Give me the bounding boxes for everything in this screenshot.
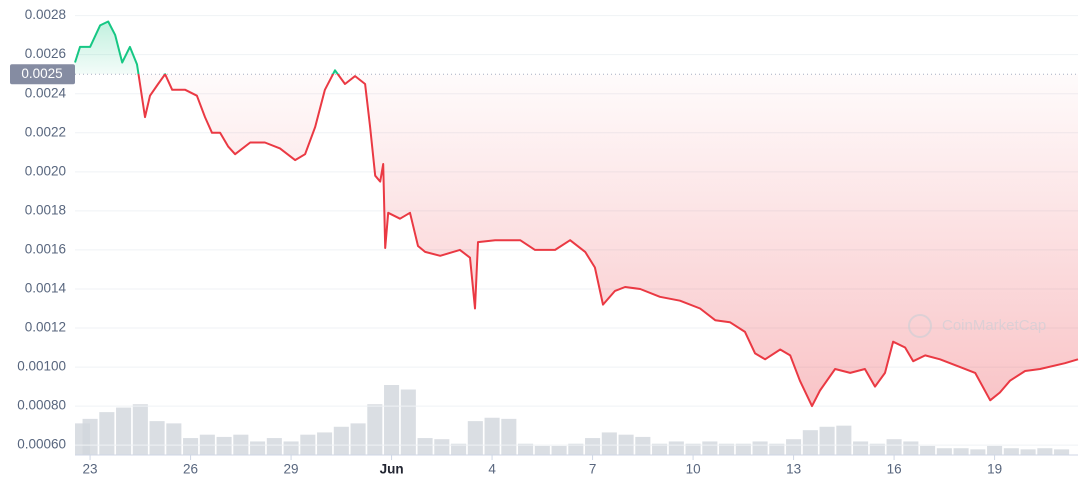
y-tick-label: 0.0026 <box>25 46 66 61</box>
x-tick-label: 13 <box>786 462 801 477</box>
volume-bar <box>99 412 115 455</box>
volume-bar <box>1054 449 1070 455</box>
volume-bar <box>903 441 919 455</box>
volume-bar <box>869 443 885 455</box>
volume-bar <box>183 438 199 455</box>
volume-bar <box>132 404 148 455</box>
watermark: CoinMarketCap <box>942 317 1046 334</box>
volume-bar <box>384 385 400 455</box>
volume-bar <box>802 430 818 455</box>
x-tick-label: 10 <box>686 462 701 477</box>
volume-bar <box>585 438 601 455</box>
volume-bar <box>116 407 132 455</box>
volume-bar <box>853 441 869 455</box>
axes-layer: 0.0028 0.0026 0.0024 0.0022 0.0020 0.0018 0.00… <box>10 7 1078 477</box>
y-tick-label: 0.0020 <box>25 163 66 178</box>
volume-bar <box>635 436 651 455</box>
volume-bar <box>685 443 701 455</box>
x-tick-label: 23 <box>83 462 98 477</box>
price-area <box>75 21 1078 407</box>
y-tick-label: 0.0024 <box>25 85 67 100</box>
volume-bar <box>434 439 450 455</box>
y-tick-label: 0.00100 <box>17 359 66 374</box>
volume-bar <box>735 443 751 455</box>
volume-layer <box>75 385 1070 455</box>
y-tick-label: 0.0012 <box>25 320 66 335</box>
volume-bar <box>367 404 383 455</box>
x-tick-label: 7 <box>589 462 597 477</box>
volume-bar <box>1037 448 1053 455</box>
watermark-logo <box>908 314 932 338</box>
volume-bar <box>953 448 969 455</box>
volume-bar <box>82 418 98 455</box>
x-tick-label: 16 <box>887 462 902 477</box>
volume-bar <box>250 441 266 455</box>
volume-bar <box>417 438 433 455</box>
volume-bar <box>786 439 802 455</box>
x-tick-label: 26 <box>183 462 198 477</box>
volume-bar <box>283 441 299 455</box>
volume-bar <box>836 425 852 455</box>
volume-bar <box>568 443 584 455</box>
volume-bar <box>467 421 483 455</box>
volume-bar <box>936 448 952 455</box>
x-tick-label: 29 <box>284 462 299 477</box>
y-tick-label: 0.0018 <box>25 202 66 217</box>
plot-layer: CoinMarketCap <box>74 20 1079 408</box>
volume-bar <box>920 445 936 455</box>
volume-bar <box>752 441 768 455</box>
volume-bar <box>601 432 617 455</box>
volume-bar <box>987 445 1003 455</box>
baseline-label: 0.0025 <box>21 66 62 81</box>
volume-bar <box>166 423 182 455</box>
y-tick-label: 0.0022 <box>25 124 66 139</box>
x-tick-label: 4 <box>488 462 496 477</box>
volume-bar <box>317 432 333 455</box>
volume-bar <box>819 426 835 455</box>
volume-bar <box>719 443 735 455</box>
volume-bar <box>518 443 534 455</box>
volume-bar <box>970 449 986 455</box>
y-tick-label: 0.00060 <box>17 437 66 452</box>
y-tick-label: 0.0014 <box>25 281 67 296</box>
volume-bar <box>149 421 165 455</box>
y-tick-label: 0.00080 <box>17 398 66 413</box>
x-tick-label: Jun <box>380 462 404 477</box>
volume-bar <box>266 438 282 455</box>
volume-bar <box>702 441 718 455</box>
baseline-badge <box>10 64 75 85</box>
volume-bar <box>350 423 366 455</box>
volume-bar <box>886 439 902 455</box>
volume-bar <box>652 443 668 455</box>
volume-bar <box>534 445 550 455</box>
volume-bar <box>551 445 567 455</box>
price-line <box>74 20 1079 408</box>
volume-bar <box>484 417 500 455</box>
volume-bar <box>333 426 349 455</box>
volume-bar <box>1003 448 1019 455</box>
y-tick-label: 0.0016 <box>25 241 66 256</box>
volume-bar <box>769 443 785 455</box>
volume-bar <box>216 436 232 455</box>
volume-bar <box>451 443 467 455</box>
x-tick-label: 19 <box>987 462 1002 477</box>
volume-bar <box>1020 449 1036 455</box>
y-tick-label: 0.0028 <box>25 7 66 22</box>
volume-bar <box>501 418 517 455</box>
volume-bar <box>668 441 684 455</box>
